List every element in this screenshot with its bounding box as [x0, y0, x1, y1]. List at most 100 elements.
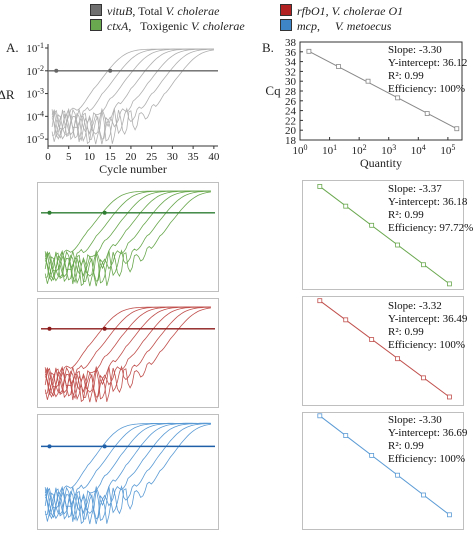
- data-point: [343, 203, 349, 209]
- x-tick-label: 103: [381, 143, 396, 157]
- regression-line: [308, 50, 458, 130]
- legend-sep: ,: [132, 4, 139, 18]
- y-tick-label: 24: [285, 106, 297, 118]
- intercept-text: Y-intercept: 36.49: [388, 313, 468, 325]
- x-tick-label: 35: [188, 151, 200, 163]
- y-tick-label: 10-2: [26, 64, 44, 78]
- threshold-marker: [47, 326, 52, 331]
- x-axis-label: Cycle number: [99, 162, 167, 176]
- amplification-curve: [51, 48, 214, 145]
- x-tick-label: 0: [45, 151, 51, 163]
- data-point: [395, 242, 400, 248]
- stats-mcp: Slope: -3.30 Y-intercept: 36.69 R²: 0.99…: [388, 414, 467, 466]
- y-tick-label: 10-1: [26, 41, 44, 55]
- data-point: [424, 111, 430, 116]
- amplification-curve: [44, 306, 211, 403]
- intercept-text: Y-intercept: 36.18: [388, 196, 468, 208]
- data-point: [369, 453, 375, 458]
- data-point: [395, 472, 400, 478]
- data-point: [365, 78, 371, 84]
- data-point: [421, 262, 426, 268]
- data-point: [343, 317, 349, 323]
- legend-species: V. cholerae: [190, 19, 245, 33]
- amplification-curve: [45, 423, 211, 521]
- y-tick-label: 10-4: [26, 109, 44, 123]
- amplification-curve: [44, 190, 211, 287]
- data-point: [336, 64, 341, 69]
- panel-label-b: B.: [262, 40, 274, 55]
- x-tick-label: 15: [105, 151, 117, 163]
- threshold-marker: [47, 210, 52, 215]
- legend-item-ctxA: ctxA, Toxigenic V. cholerae: [90, 19, 245, 33]
- legend-desc: Total: [138, 4, 166, 18]
- x-tick-label: 105: [440, 143, 455, 157]
- efficiency-text: Efficiency: 100%: [388, 83, 466, 95]
- legend-swatch: [280, 4, 292, 16]
- amplification-curve: [52, 48, 214, 142]
- legend-species: V. cholerae: [165, 4, 220, 18]
- data-point: [447, 394, 452, 400]
- r2-text: R²: 0.99: [388, 209, 424, 221]
- y-tick-label: 18: [285, 135, 297, 147]
- y-tick-label: 28: [285, 86, 297, 98]
- amplification-curve: [51, 49, 214, 145]
- regression-line: [319, 186, 450, 285]
- standard-curve-box-ctxA: [302, 180, 464, 290]
- amplification-curve: [45, 306, 211, 400]
- stats-ctxA: Slope: -3.37 Y-intercept: 36.18 R²: 0.99…: [388, 183, 473, 235]
- legend-sep: ,: [128, 19, 141, 33]
- amplification-chart-rfbO1: [41, 306, 215, 403]
- x-tick-label: 5: [66, 151, 72, 163]
- panel-label-a: A.: [6, 40, 19, 55]
- efficiency-text: Efficiency: 97.72%: [388, 222, 474, 234]
- legend-sep: ,: [325, 4, 332, 18]
- legend-species: V. cholerae O1: [331, 4, 404, 18]
- x-tick-label: 30: [167, 151, 179, 163]
- data-point: [343, 433, 349, 439]
- threshold-marker: [102, 444, 107, 449]
- data-point: [454, 126, 460, 132]
- legend-gene: ctxA: [107, 19, 129, 33]
- legend-desc: Toxigenic: [140, 19, 191, 33]
- slope-text: Slope: -3.32: [388, 300, 442, 312]
- x-tick-label: 10: [84, 151, 96, 163]
- regression-line: [319, 300, 450, 398]
- y-tick-label: 32: [285, 66, 296, 78]
- y-tick-label: 22: [285, 115, 296, 127]
- legend-item-vituB: vituB, Total V. cholerae: [90, 4, 219, 18]
- data-point: [369, 337, 375, 342]
- amplification-curve: [44, 190, 211, 287]
- x-tick-label: 100: [293, 143, 308, 157]
- standard-curve-chart-rfbO1: [317, 298, 452, 400]
- legend-item-mcp: mcp, V. metoecus: [280, 19, 391, 33]
- legend-swatch: [90, 19, 102, 31]
- x-tick-label: 40: [208, 151, 220, 163]
- threshold-marker: [54, 68, 59, 73]
- legend-item-rfbO1: rfbO1, V. cholerae O1: [280, 4, 403, 18]
- regression-line: [319, 415, 450, 516]
- amplification-curve: [44, 423, 211, 525]
- data-point: [306, 48, 312, 54]
- stats-vituB: Slope: -3.30 Y-intercept: 36.12 R²: 0.99…: [388, 44, 467, 96]
- efficiency-text: Efficiency: 100%: [388, 339, 466, 351]
- amplification-curve: [44, 307, 211, 403]
- data-point: [395, 356, 400, 362]
- slope-text: Slope: -3.30: [388, 414, 442, 426]
- data-point: [421, 492, 426, 498]
- efficiency-text: Efficiency: 100%: [388, 453, 466, 465]
- x-tick-label: 25: [146, 151, 158, 163]
- x-tick-label: 102: [352, 143, 367, 157]
- amplification-chart-vituB: 0 5 10 15 20 25 30 35 40 10-1 10-2 10-3 10-4 10-5 Cycl…: [0, 41, 220, 176]
- r2-text: R²: 0.99: [388, 440, 424, 452]
- amplification-box-mcp: [37, 414, 219, 530]
- amplification-curve: [45, 190, 211, 284]
- y-tick-label: 30: [285, 76, 297, 88]
- legend-species: V. metoecus: [335, 19, 392, 33]
- legend-swatch: [90, 4, 102, 16]
- data-point: [447, 512, 452, 518]
- data-point: [395, 95, 401, 101]
- legend-gene: vituB: [107, 4, 133, 18]
- x-tick-label: 101: [322, 143, 337, 157]
- amplification-curve: [44, 423, 211, 525]
